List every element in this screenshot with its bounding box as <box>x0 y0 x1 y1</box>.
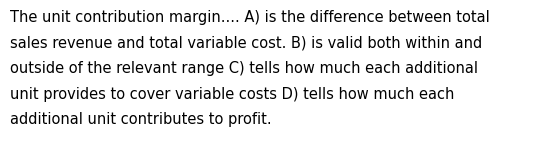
Text: sales revenue and total variable cost. B) is valid both within and: sales revenue and total variable cost. B… <box>10 36 482 51</box>
Text: additional unit contributes to profit.: additional unit contributes to profit. <box>10 112 272 127</box>
Text: The unit contribution margin.... A) is the difference between total: The unit contribution margin.... A) is t… <box>10 10 490 25</box>
Text: unit provides to cover variable costs D) tells how much each: unit provides to cover variable costs D)… <box>10 87 454 102</box>
Text: outside of the relevant range C) tells how much each additional: outside of the relevant range C) tells h… <box>10 61 478 76</box>
